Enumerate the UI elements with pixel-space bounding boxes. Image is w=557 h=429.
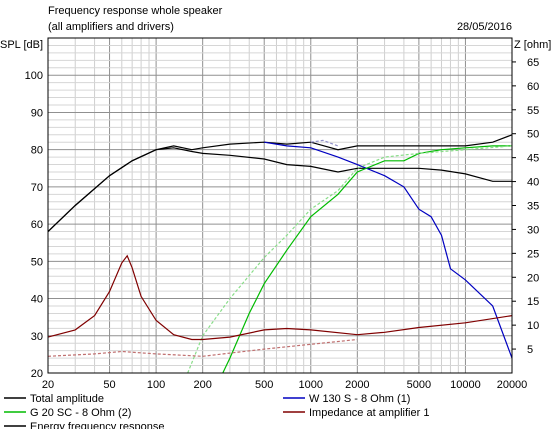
y-left-tick-label: 90 (31, 107, 43, 119)
y-left-tick-labels: 20 30 40 50 60 70 80 90 100 (25, 70, 43, 380)
series-line (47, 254, 513, 341)
chart-title: Frequency response whole speaker (48, 5, 223, 17)
y-right-tick-label: 60 (527, 81, 539, 93)
y-right-tick-labels: 5 10 15 20 25 30 35 40 45 50 55 60 65 (512, 57, 539, 356)
y-right-tick-label: 30 (527, 224, 539, 236)
y-left-tick-label: 20 (31, 368, 43, 380)
y-right-tick-label: 5 (527, 344, 533, 356)
y-axis-label-left: SPL [dB] (0, 39, 43, 51)
legend-label: Energy frequency response (30, 421, 165, 429)
y-right-tick-label: 20 (527, 272, 539, 284)
legend-label: G 20 SC - 8 Ohm (2) (30, 407, 131, 419)
x-tick-label: 100 (147, 379, 165, 391)
series-line (264, 141, 513, 359)
legend-label: Total amplitude (30, 393, 104, 405)
y-right-tick-label: 40 (527, 177, 539, 189)
x-tick-label: 10000 (450, 379, 481, 391)
y-left-tick-label: 40 (31, 294, 43, 306)
y-right-tick-label: 35 (527, 201, 539, 213)
legend: Total amplitude W 130 S - 8 Ohm (1) G 20 S… (4, 393, 429, 429)
y-left-tick-label: 50 (31, 256, 43, 268)
y-axis-label-right: Z [ohm] (514, 39, 551, 51)
x-tick-label: 500 (255, 379, 273, 391)
y-left-tick-label: 100 (25, 70, 43, 82)
y-right-tick-label: 15 (527, 296, 539, 308)
x-tick-label: 20000 (497, 379, 528, 391)
y-right-tick-label: 25 (527, 248, 539, 260)
y-right-tick-label: 55 (527, 105, 539, 117)
plot-frame (47, 37, 513, 374)
series-line (47, 147, 512, 233)
y-right-tick-label: 65 (527, 57, 539, 69)
y-right-tick-label: 50 (527, 129, 539, 141)
x-tick-labels: 20 50 100 200 500 1000 2000 5000 10000 20000 (42, 379, 527, 391)
y-left-tick-label: 70 (31, 182, 43, 194)
grid (47, 37, 513, 374)
chart-subtitle: (all amplifiers and drivers) (48, 21, 174, 33)
x-tick-label: 50 (103, 379, 115, 391)
series-line (222, 145, 512, 374)
y-right-tick-label: 10 (527, 320, 539, 332)
y-right-tick-label: 45 (527, 153, 539, 165)
y-left-tick-label: 80 (31, 145, 43, 157)
series-group (47, 134, 513, 374)
series-line (47, 338, 358, 357)
x-tick-label: 200 (193, 379, 211, 391)
legend-label: W 130 S - 8 Ohm (1) (309, 393, 410, 405)
x-tick-label: 5000 (407, 379, 431, 391)
x-tick-label: 2000 (345, 379, 369, 391)
series-line (187, 145, 513, 374)
legend-label: Impedance at amplifier 1 (309, 407, 429, 419)
chart-date: 28/05/2016 (457, 21, 512, 33)
series-line (310, 139, 339, 147)
y-left-tick-label: 60 (31, 219, 43, 231)
y-left-tick-label: 30 (31, 331, 43, 343)
x-tick-label: 1000 (299, 379, 323, 391)
x-tick-label: 20 (42, 379, 54, 391)
